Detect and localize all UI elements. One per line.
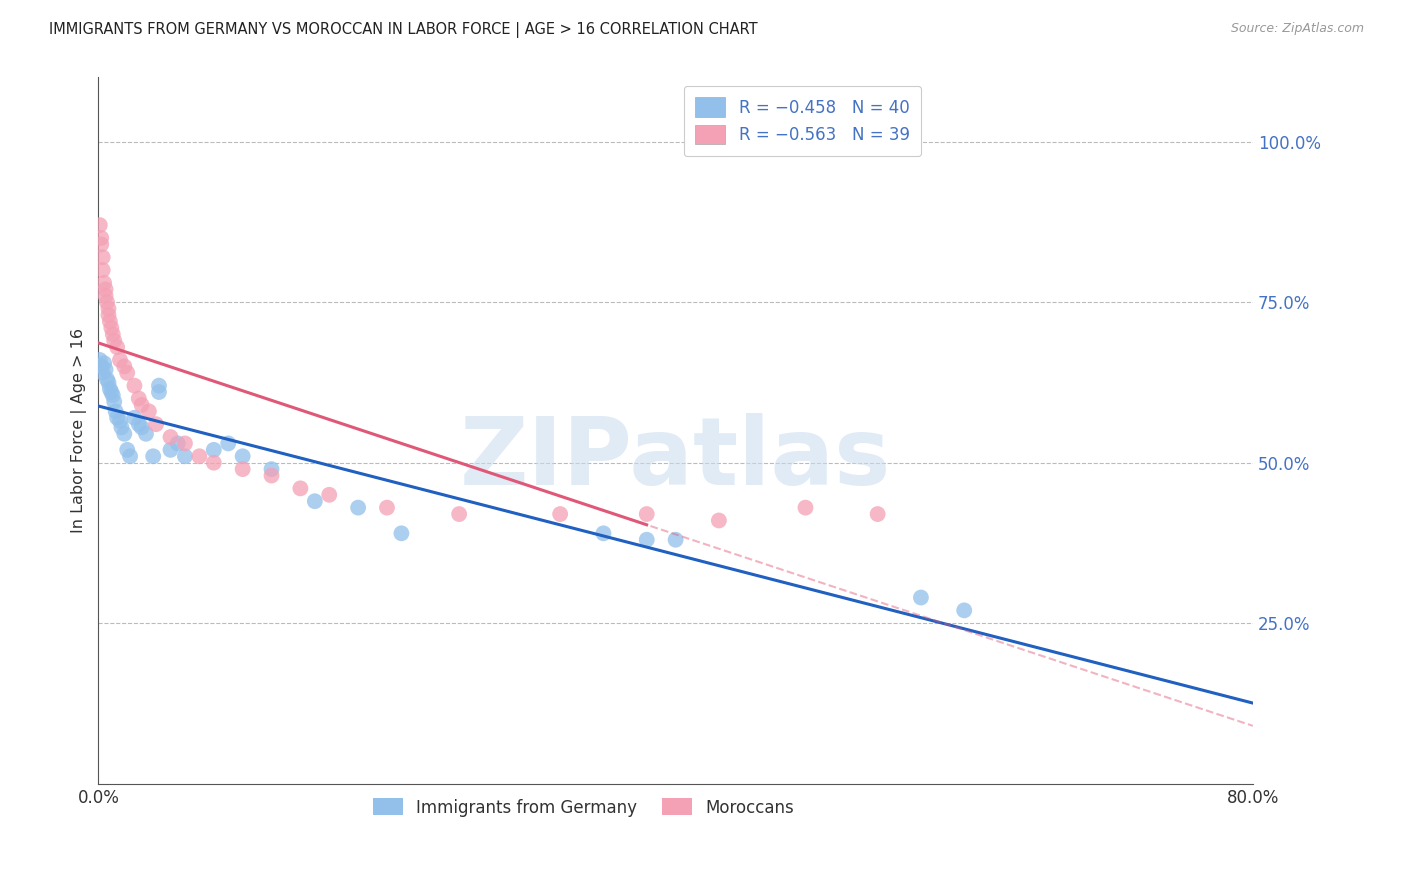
Point: [94, 362, 117, 376]
Point: [128, 392, 150, 406]
Point: [90, 359, 112, 374]
Point: [174, 450, 197, 464]
Point: [665, 533, 688, 547]
Point: [98, 382, 121, 396]
Point: [131, 420, 153, 434]
Text: Source: ZipAtlas.com: Source: ZipAtlas.com: [1230, 22, 1364, 36]
Point: [101, 327, 124, 342]
Point: [108, 414, 131, 428]
Point: [112, 359, 135, 374]
Point: [91, 366, 114, 380]
Point: [112, 426, 135, 441]
Legend: Immigrants from Germany, Moroccans: Immigrants from Germany, Moroccans: [364, 790, 803, 825]
Point: [105, 410, 128, 425]
Point: [93, 276, 115, 290]
Point: [94, 289, 117, 303]
Point: [97, 301, 120, 316]
Point: [347, 500, 370, 515]
Point: [97, 308, 120, 322]
Point: [124, 378, 146, 392]
Point: [866, 507, 889, 521]
Point: [202, 456, 225, 470]
Point: [89, 353, 111, 368]
Point: [636, 507, 658, 521]
Point: [98, 314, 121, 328]
Point: [100, 321, 122, 335]
Point: [304, 494, 326, 508]
Point: [101, 388, 124, 402]
Point: [910, 591, 932, 605]
Y-axis label: In Labor Force | Age > 16: In Labor Force | Age > 16: [72, 328, 87, 533]
Text: ZIPatlas: ZIPatlas: [460, 413, 891, 505]
Point: [794, 500, 817, 515]
Point: [188, 450, 211, 464]
Point: [90, 231, 112, 245]
Point: [159, 442, 181, 457]
Point: [202, 442, 225, 457]
Point: [96, 295, 118, 310]
Point: [108, 353, 131, 368]
Point: [124, 410, 146, 425]
Point: [128, 417, 150, 432]
Point: [131, 398, 153, 412]
Point: [389, 526, 412, 541]
Point: [142, 450, 165, 464]
Point: [548, 507, 571, 521]
Point: [174, 436, 197, 450]
Point: [953, 603, 976, 617]
Point: [636, 533, 658, 547]
Point: [94, 282, 117, 296]
Point: [103, 394, 125, 409]
Point: [91, 263, 114, 277]
Point: [260, 462, 283, 476]
Point: [290, 482, 312, 496]
Point: [375, 500, 398, 515]
Point: [93, 356, 115, 370]
Point: [97, 376, 120, 390]
Point: [260, 468, 283, 483]
Point: [148, 378, 170, 392]
Point: [135, 426, 157, 441]
Point: [592, 526, 614, 541]
Point: [91, 250, 114, 264]
Point: [159, 430, 181, 444]
Point: [217, 436, 239, 450]
Point: [115, 366, 138, 380]
Point: [449, 507, 471, 521]
Point: [120, 450, 142, 464]
Point: [89, 218, 111, 232]
Point: [105, 340, 128, 354]
Point: [115, 442, 138, 457]
Point: [90, 237, 112, 252]
Point: [232, 462, 254, 476]
Point: [103, 334, 125, 348]
Point: [145, 417, 167, 432]
Point: [110, 420, 132, 434]
Point: [232, 450, 254, 464]
Point: [318, 488, 340, 502]
Text: IMMIGRANTS FROM GERMANY VS MOROCCAN IN LABOR FORCE | AGE > 16 CORRELATION CHART: IMMIGRANTS FROM GERMANY VS MOROCCAN IN L…: [49, 22, 758, 38]
Point: [104, 404, 127, 418]
Point: [100, 385, 122, 400]
Point: [138, 404, 160, 418]
Point: [166, 436, 188, 450]
Point: [707, 513, 730, 527]
Point: [96, 372, 118, 386]
Point: [148, 385, 170, 400]
